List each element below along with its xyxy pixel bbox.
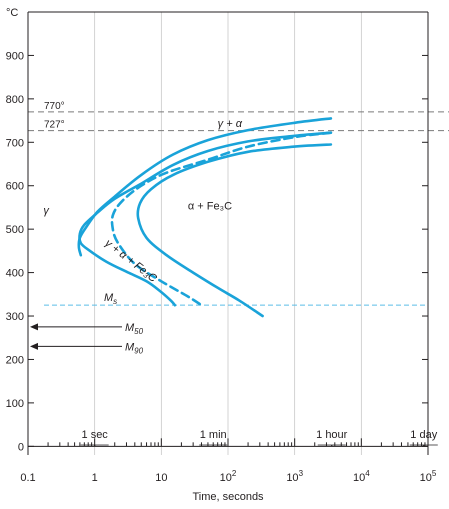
arrow-label: M90	[125, 341, 144, 355]
region-label: γ	[43, 205, 50, 217]
y-tick-label: 500	[6, 224, 24, 236]
x-axis-title: Time, seconds	[192, 491, 264, 503]
arrow-label: M50	[125, 322, 144, 336]
region-label: α + Fe₃C	[188, 201, 232, 213]
y-tick-label: 100	[6, 398, 24, 410]
x-tick-label: 0.1	[20, 472, 35, 484]
x-tick-label: 10	[155, 472, 167, 484]
time-marker-label: 1 min	[200, 429, 227, 441]
y-tick-label: 200	[6, 354, 24, 366]
y-tick-label: 700	[6, 137, 24, 149]
arrow-head	[30, 323, 38, 331]
time-marker-label: 1 sec	[82, 429, 109, 441]
y-tick-label: 800	[6, 94, 24, 106]
arrow-head	[30, 342, 38, 350]
y-axis-title: °C	[6, 7, 18, 19]
y-tick-label: 300	[6, 311, 24, 323]
labels: 0 100 200 300 400 500 600 700 800 900 0.1 1 10 102 103…	[6, 50, 438, 484]
region-label: γ + α + Fe₃C	[103, 237, 159, 285]
reference-lines	[28, 111, 449, 306]
region-label: γ + α	[218, 118, 243, 130]
y-tick-label: 400	[6, 268, 24, 280]
x-tick-label: 105	[420, 469, 437, 484]
curve-4	[136, 143, 333, 318]
reference-label: 727°	[44, 120, 65, 131]
x-tick-label: 1	[92, 472, 98, 484]
curves	[77, 117, 333, 318]
x-tick-label: 102	[220, 469, 237, 484]
axes	[27, 11, 438, 455]
time-marker-label: 1 hour	[316, 429, 348, 441]
reference-label: 770°	[44, 101, 65, 112]
curve-2	[78, 131, 333, 307]
curve-1	[77, 117, 333, 257]
y-tick-label: 600	[6, 181, 24, 193]
grid	[94, 12, 362, 455]
y-tick-label: 0	[18, 441, 24, 453]
y-tick-label: 900	[6, 50, 24, 62]
time-marker-label: 1 day	[410, 429, 437, 441]
ms-label: Ms	[104, 292, 117, 306]
curve-3	[110, 131, 333, 307]
x-tick-label: 104	[353, 469, 370, 484]
x-tick-label: 103	[286, 469, 303, 484]
